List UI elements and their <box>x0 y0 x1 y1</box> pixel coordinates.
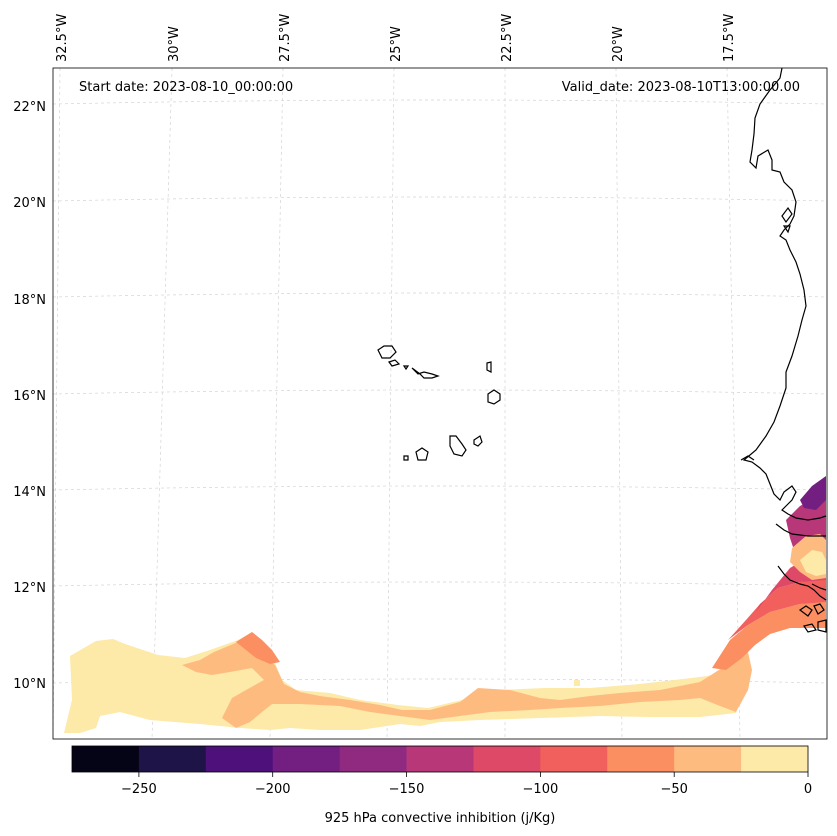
colorbar-segment <box>72 746 140 772</box>
start-date-label: Start date: 2023-08-10_00:00:00 <box>79 80 293 95</box>
lat-label-18n: 18°N <box>13 293 46 308</box>
map-panel: Start date: 2023-08-10_00:00:00 Valid_da… <box>53 68 827 739</box>
lat-label-10n: 10°N <box>13 677 46 692</box>
lon-label-32-5w: 32.5°W <box>55 14 70 62</box>
colorbar-segment <box>473 746 541 772</box>
santiago <box>449 435 467 457</box>
parallel-20n <box>53 196 827 202</box>
maio <box>473 435 483 447</box>
colorbar-frame <box>71 745 809 773</box>
latitude-labels: 22°N 20°N 18°N 16°N 14°N 12°N 10°N <box>13 100 46 692</box>
colorbar-label-0: 0 <box>804 782 812 797</box>
colorbar-segment <box>272 746 341 772</box>
colorbar-label-150: −150 <box>389 782 425 797</box>
colorbar-label-100: −100 <box>523 782 559 797</box>
santo-antao <box>377 345 397 359</box>
colorbar <box>72 746 809 772</box>
parallel-18n <box>53 292 827 298</box>
lat-label-12n: 12°N <box>13 581 46 596</box>
meridian-27-5w <box>269 68 284 739</box>
colorbar-segment <box>540 746 608 772</box>
lat-label-14n: 14°N <box>13 485 46 500</box>
cin-fill-50-to-75-east <box>712 600 826 670</box>
colorbar-segment <box>674 746 742 772</box>
colorbar-title: 925 hPa convective inhibition (j/Kg) <box>325 811 556 826</box>
boa-vista <box>487 389 501 405</box>
colorbar-segment <box>205 746 274 772</box>
lon-label-20w: 20°W <box>611 26 626 62</box>
colorbar-segment <box>741 746 809 772</box>
meridian-32-5w <box>53 68 61 739</box>
lat-label-22n: 22°N <box>13 100 46 115</box>
colorbar-ticks <box>138 772 809 777</box>
cin-contours <box>64 476 826 733</box>
lon-label-27-5w: 27.5°W <box>278 14 293 62</box>
cin-fill-50-to-75 <box>236 632 280 664</box>
valid-date-label: Valid_date: 2023-08-10T13:00:00.00 <box>562 80 800 95</box>
map-background <box>53 68 827 739</box>
colorbar-segment <box>138 746 207 772</box>
lat-label-16n: 16°N <box>13 389 46 404</box>
guinea-coastline-fragment <box>811 583 827 591</box>
colorbar-label-200: −200 <box>255 782 291 797</box>
colorbar-tick-labels: −250 −200 −150 −100 −50 0 <box>121 782 812 797</box>
bijagos-islands <box>798 603 827 633</box>
sao-vicente <box>388 359 401 367</box>
colorbar-segment <box>406 746 474 772</box>
lon-label-22-5w: 22.5°W <box>500 14 515 62</box>
colorbar-segment <box>339 746 408 772</box>
parallel-12n <box>53 581 827 587</box>
parallel-16n <box>53 389 827 395</box>
sal <box>486 361 492 373</box>
canary-west-coast-islets <box>781 206 793 234</box>
parallel-14n <box>53 485 827 491</box>
guinea-bissau-coast <box>777 565 827 601</box>
lon-label-25w: 25°W <box>389 26 404 62</box>
lon-label-17-5w: 17.5°W <box>722 14 737 62</box>
parallel-22n <box>53 99 827 105</box>
colorbar-segment <box>607 746 675 772</box>
fogo <box>415 447 429 461</box>
colorbar-label-250: −250 <box>121 782 157 797</box>
lat-label-20n: 20°N <box>13 196 46 211</box>
longitude-labels: 32.5°W 30°W 27.5°W 25°W 22.5°W 20°W 17.5… <box>55 14 737 62</box>
map-frame <box>52 67 828 740</box>
santa-luzia <box>402 365 410 371</box>
meridian-20w <box>615 68 623 739</box>
dakar-peninsula <box>740 455 755 461</box>
cin-fill-25-to-50 <box>182 634 752 728</box>
meridian-25w <box>386 68 395 739</box>
lon-label-30w: 30°W <box>167 26 182 62</box>
cin-fill-175-to-200 <box>800 476 826 510</box>
africa-coastline <box>742 68 827 521</box>
brava <box>403 455 409 461</box>
cin-fill-inner-lightest <box>800 550 826 576</box>
sao-nicolau <box>411 367 440 379</box>
colorbar-label-50: −50 <box>660 782 687 797</box>
gambia-coast <box>775 523 826 537</box>
coastlines <box>377 68 827 633</box>
cin-fill-75-to-100 <box>728 578 826 640</box>
meridian-17-5w <box>726 68 741 739</box>
cin-fill-small-blob <box>574 680 580 686</box>
meridian-30w <box>151 68 173 739</box>
